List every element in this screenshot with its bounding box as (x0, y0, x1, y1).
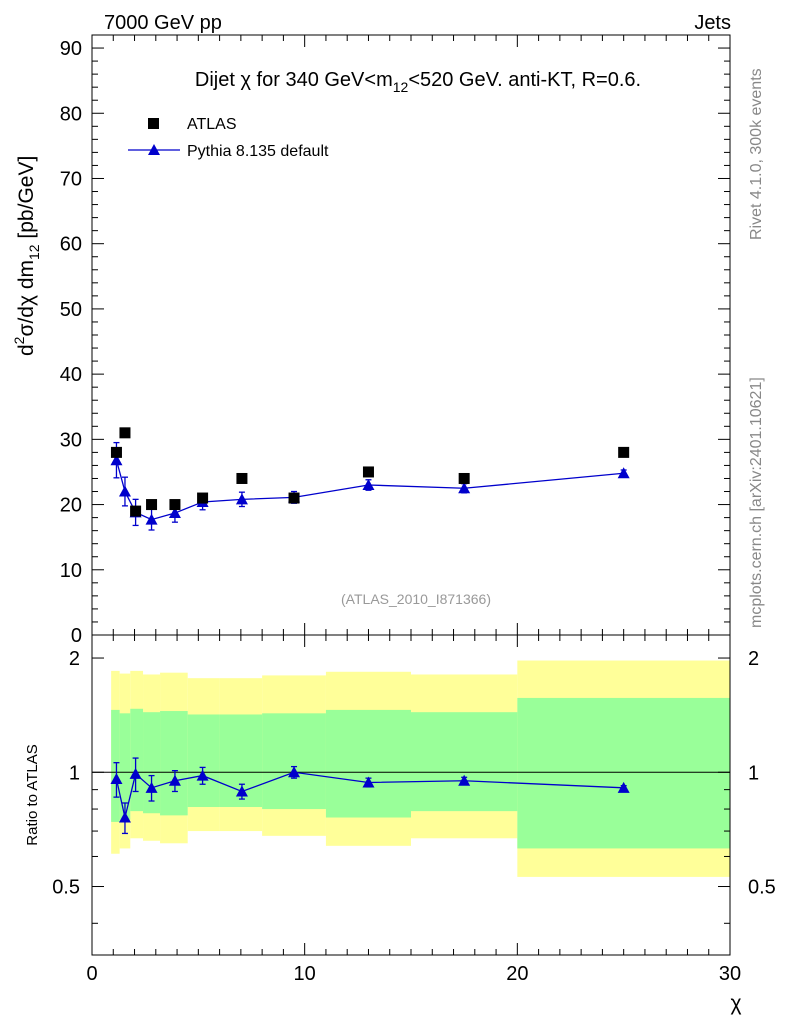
mc-point (110, 454, 123, 466)
main-y-tick-label: 0 (71, 625, 82, 647)
legend: ATLAS Pythia 8.135 default (128, 116, 329, 160)
ratio-y-tick-label-right: 2 (748, 648, 759, 670)
atlas-point (236, 472, 248, 484)
ratio-y-tick-label-right: 1 (748, 762, 759, 784)
ratio-y-label: Ratio to ATLAS (24, 744, 41, 845)
ratio-point (288, 766, 301, 778)
mcplots-label: mcplots.cern.ch [arXiv:2401.10621] (748, 377, 765, 628)
atlas-point (288, 492, 300, 504)
main-y-tick-label: 60 (60, 234, 82, 256)
main-plot-content (110, 427, 630, 531)
ratio-point (458, 774, 471, 786)
uncertainty-band-inner (119, 713, 131, 820)
mc-point (617, 467, 630, 479)
legend-atlas-marker (148, 118, 159, 129)
atlas-point (130, 505, 142, 517)
uncertainty-band-inner (130, 708, 144, 812)
main-y-tick-label: 20 (60, 495, 82, 517)
ratio-axes: 0.5 0.51 12 20 10 20 30 (52, 635, 776, 985)
x-tick-label: 0 (86, 963, 97, 985)
ratio-y-tick-label-right: 0.5 (748, 877, 776, 899)
analysis-watermark: (ATLAS_2010_I871366) (341, 591, 491, 607)
uncertainty-band-inner (517, 697, 730, 849)
mc-point (362, 479, 375, 490)
main-y-tick-label: 70 (60, 168, 82, 190)
uncertainty-band-inner (411, 712, 518, 812)
legend-mc-label: Pythia 8.135 default (187, 143, 329, 160)
header-right: Jets (694, 12, 731, 34)
x-tick-label: 30 (719, 963, 741, 985)
mc-point (235, 493, 248, 505)
atlas-point (618, 446, 630, 458)
rivet-label: Rivet 4.1.0, 300k events (748, 68, 765, 240)
ratio-plot-content (92, 660, 730, 877)
ratio-point (145, 781, 158, 793)
uncertainty-band-inner (187, 714, 220, 808)
ratio-point (129, 767, 142, 779)
main-y-label: d2σ/dχ dm12 [pb/GeV] (11, 156, 42, 356)
uncertainty-band-inner (325, 709, 411, 818)
ratio-point (168, 774, 181, 786)
atlas-point (146, 499, 158, 511)
main-y-tick-label: 40 (60, 364, 82, 386)
mc-point (145, 513, 158, 525)
ratio-panel: 0.5 0.51 12 20 10 20 30 Ratio to ATLAS χ (24, 634, 776, 1015)
x-axis-label: χ (730, 992, 741, 1015)
mc-point (168, 507, 181, 519)
ratio-y-tick-label: 0.5 (52, 877, 80, 899)
main-y-tick-label: 30 (60, 429, 82, 451)
legend-mc-marker (148, 144, 160, 155)
atlas-point (169, 499, 181, 511)
atlas-point (362, 466, 374, 478)
ratio-y-tick-label: 2 (69, 648, 80, 670)
uncertainty-band-inner (160, 711, 188, 816)
header-left: 7000 GeV pp (104, 12, 222, 34)
uncertainty-band-inner (143, 712, 161, 814)
main-y-tick-label: 10 (60, 560, 82, 582)
ratio-point (235, 785, 248, 797)
ratio-point (110, 773, 123, 785)
ratio-point (196, 769, 209, 781)
atlas-point (110, 446, 122, 458)
x-tick-label: 10 (294, 963, 316, 985)
ratio-point (617, 781, 630, 793)
main-panel: 0 10 20 30 40 50 60 70 80 90 Dijet χ for 340 GeV<… (11, 34, 731, 647)
ratio-y-tick-label: 1 (69, 762, 80, 784)
x-tick-label: 20 (506, 963, 528, 985)
main-y-tick-label: 80 (60, 103, 82, 125)
atlas-point (197, 492, 209, 504)
main-y-tick-label: 50 (60, 299, 82, 321)
ratio-point (118, 811, 131, 823)
main-title: Dijet χ for 340 GeV<m12<520 GeV. anti-KT… (195, 69, 641, 95)
mc-point (118, 485, 131, 497)
mc-point (458, 482, 471, 494)
atlas-point (119, 427, 131, 439)
uncertainty-band-inner (262, 713, 326, 810)
uncertainty-band-inner (111, 709, 120, 822)
main-y-axis: 0 10 20 30 40 50 60 70 80 90 (60, 34, 731, 647)
ratio-point (362, 776, 375, 788)
main-y-tick-label: 90 (60, 38, 82, 60)
atlas-point (458, 472, 470, 484)
legend-atlas-label: ATLAS (187, 116, 237, 133)
